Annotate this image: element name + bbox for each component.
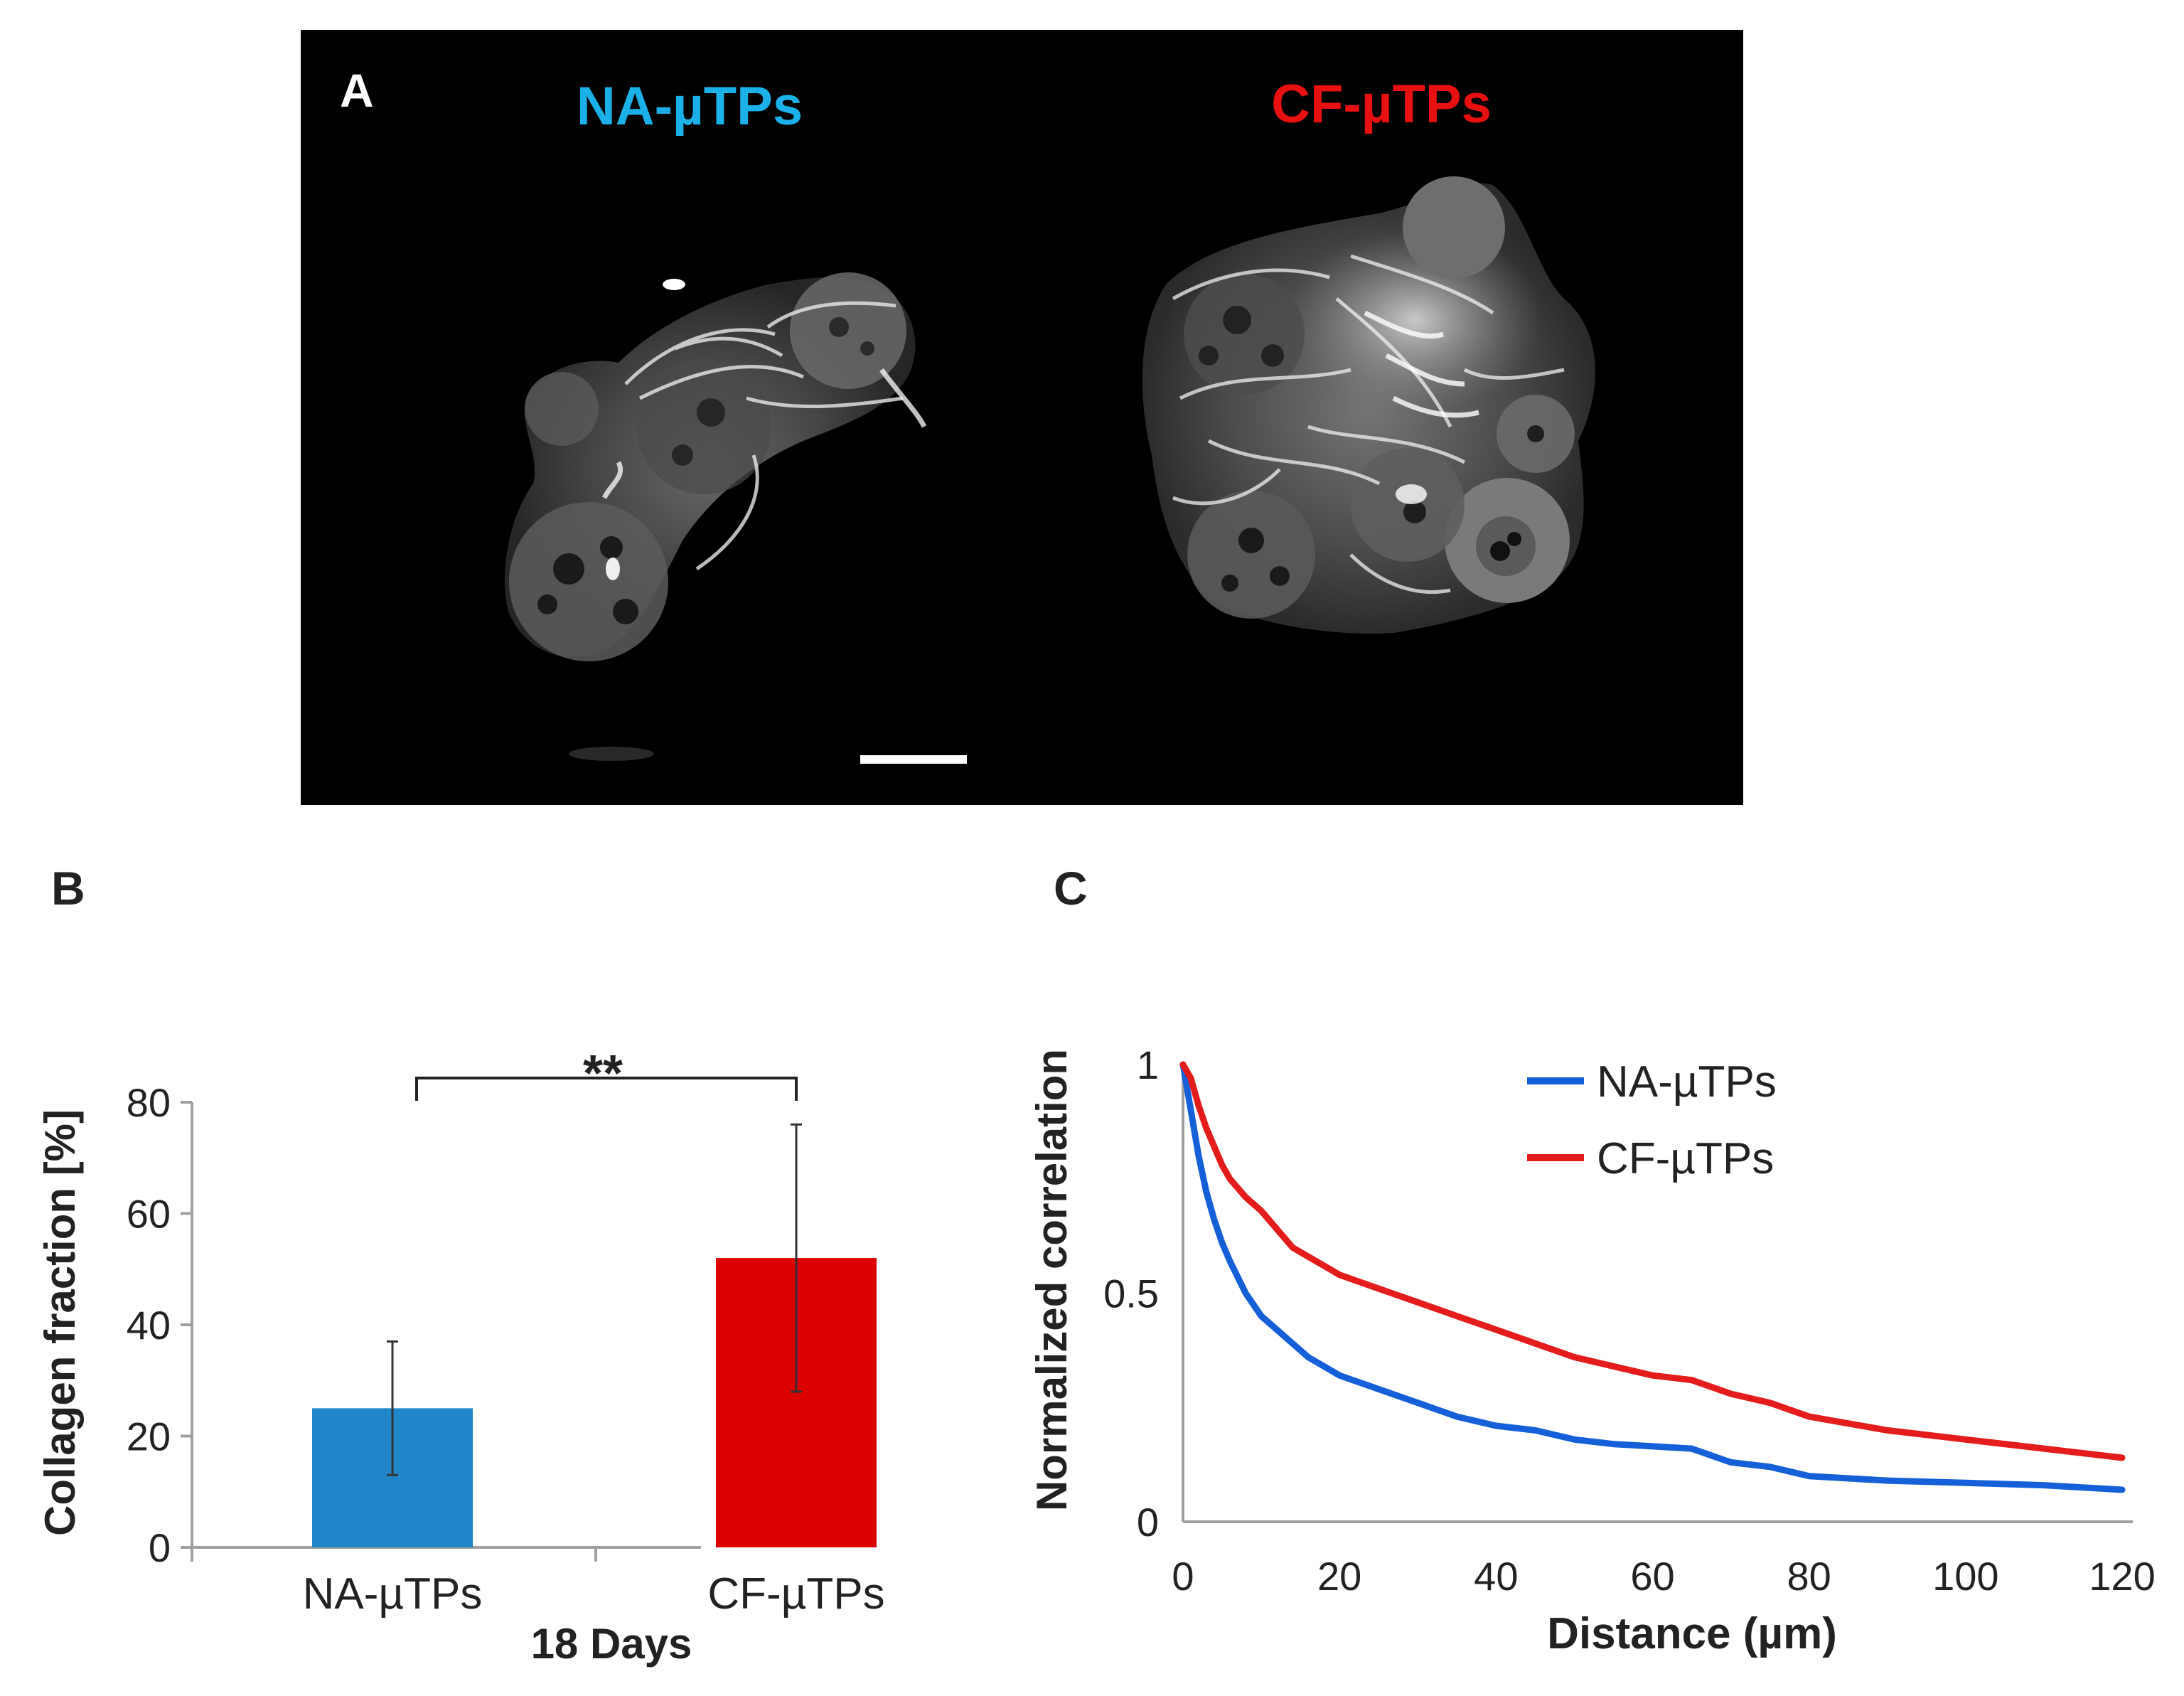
- panel-c-line-chart: C Normalized correlation Distance (µm) 0…: [1028, 862, 2156, 1658]
- line-x-tick-label: 60: [1630, 1554, 1674, 1599]
- bar-y-tick-label: 0: [149, 1525, 171, 1570]
- panel-a-label: A: [340, 64, 374, 117]
- series-line-cf: [1179, 1061, 2126, 1461]
- line-x-tick-label: 20: [1317, 1554, 1361, 1599]
- scale-bar: [860, 755, 967, 764]
- bar-category-label: NA-µTPs: [303, 1569, 483, 1618]
- cf-tissue-micrograph: [1142, 176, 1595, 634]
- na-image-title: NA-µTPs: [577, 76, 803, 137]
- line-y-tick-label: 0: [1137, 1500, 1159, 1545]
- line-x-tick-label: 120: [2089, 1554, 2155, 1599]
- panel-b-label: B: [51, 862, 85, 914]
- panel-a: A NA-µTPs CF-µTPs: [301, 30, 1743, 805]
- bar-y-axis-label: Collagen fraction [%]: [36, 1109, 84, 1536]
- line-y-tick-label: 0.5: [1103, 1271, 1159, 1316]
- panel-c-label: C: [1054, 862, 1088, 914]
- line-x-tick-label: 80: [1787, 1554, 1831, 1599]
- bar-y-tick-label: 40: [127, 1303, 171, 1348]
- cf-image-title: CF-µTPs: [1271, 74, 1492, 134]
- bar-y-tick-label: 60: [127, 1192, 171, 1237]
- bar-y-tick-label: 20: [127, 1414, 171, 1459]
- line-y-axis-label: Normalized correlation: [1028, 1049, 1076, 1511]
- series-line-na: [1179, 1061, 2126, 1493]
- significance-marker: **: [583, 1045, 623, 1102]
- line-y-tick-label: 1: [1137, 1042, 1159, 1087]
- panel-b-bar-chart: B Collagen fraction [%] 18 Days ** 0 20 40…: [36, 862, 885, 1668]
- bar-y-tick-label: 80: [127, 1080, 171, 1125]
- significance-bracket: [415, 1077, 798, 1101]
- na-tissue-micrograph: [504, 272, 927, 761]
- bar-x-axis-label: 18 Days: [531, 1620, 692, 1668]
- legend-label-na: NA-µTPs: [1597, 1057, 1777, 1106]
- line-x-axis-label: Distance (µm): [1547, 1609, 1837, 1658]
- legend-label-cf: CF-µTPs: [1597, 1134, 1774, 1183]
- line-x-tick-label: 40: [1474, 1554, 1518, 1599]
- line-x-tick-label: 100: [1932, 1554, 1998, 1599]
- bar-category-label: CF-µTPs: [707, 1569, 884, 1618]
- line-x-tick-label: 0: [1172, 1554, 1194, 1599]
